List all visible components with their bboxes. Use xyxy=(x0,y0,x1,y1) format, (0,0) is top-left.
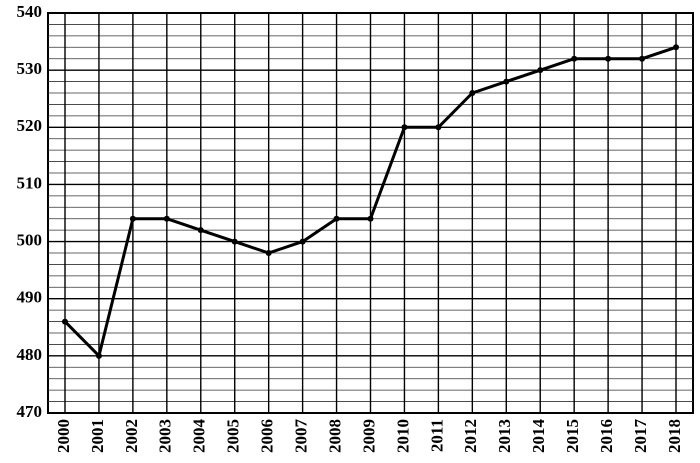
data-point xyxy=(62,318,68,325)
data-point xyxy=(231,238,238,245)
x-tick-label: 2011 xyxy=(427,419,446,452)
x-tick-label: 2017 xyxy=(631,419,650,454)
x-tick-label: 2005 xyxy=(224,419,243,453)
y-tick-label: 500 xyxy=(17,230,43,249)
x-tick-label: 2001 xyxy=(88,419,107,453)
x-tick-label: 2018 xyxy=(665,419,684,453)
x-tick-label: 2006 xyxy=(258,419,277,453)
data-point xyxy=(163,215,170,222)
y-tick-label: 490 xyxy=(17,288,43,307)
x-tick-label: 2004 xyxy=(190,419,209,454)
data-point xyxy=(571,55,578,62)
data-point xyxy=(129,215,136,222)
data-point xyxy=(673,44,679,51)
y-tick-label: 480 xyxy=(17,345,43,364)
y-tick-label: 470 xyxy=(17,402,43,421)
x-tick-label: 2015 xyxy=(563,419,582,453)
x-tick-label: 2008 xyxy=(325,419,344,453)
x-tick-label: 2016 xyxy=(597,419,616,453)
data-point xyxy=(503,78,510,85)
x-tick-label: 2000 xyxy=(54,419,73,453)
data-point xyxy=(197,227,204,234)
data-point xyxy=(605,55,612,62)
data-point xyxy=(469,90,476,96)
data-point xyxy=(435,124,442,131)
data-point xyxy=(299,238,306,245)
y-tick-label: 530 xyxy=(17,59,43,78)
data-point xyxy=(95,352,102,359)
x-tick-label: 2003 xyxy=(156,419,175,453)
x-tick-label: 2012 xyxy=(461,419,480,453)
x-tick-label: 2013 xyxy=(495,419,514,453)
x-tick-label: 2014 xyxy=(529,419,548,454)
y-tick-label: 540 xyxy=(17,2,43,21)
data-point xyxy=(401,124,408,131)
data-point xyxy=(537,67,544,74)
x-tick-label: 2009 xyxy=(359,419,378,453)
x-tick-label: 2002 xyxy=(122,419,141,453)
x-tick-label: 2007 xyxy=(292,419,311,454)
y-tick-label: 520 xyxy=(17,116,43,135)
x-tick-label: 2010 xyxy=(393,419,412,453)
data-point xyxy=(265,250,272,256)
data-point xyxy=(333,215,340,222)
data-point xyxy=(639,55,646,62)
y-tick-label: 510 xyxy=(17,173,43,192)
data-point xyxy=(367,215,374,222)
